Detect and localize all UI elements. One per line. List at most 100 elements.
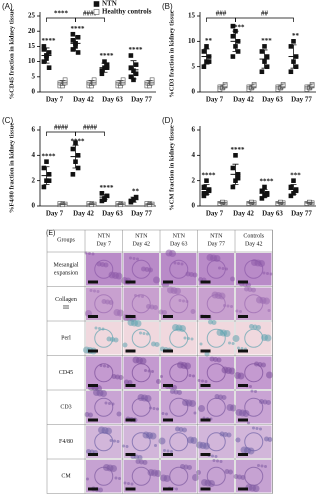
- glomerulus: [169, 432, 189, 452]
- sd-bar: [248, 201, 255, 204]
- tissue-texture: [117, 309, 124, 317]
- tissue-texture: [144, 369, 147, 372]
- data-point: [70, 38, 76, 43]
- x-tick-label: Day 7: [206, 210, 224, 218]
- histology-image: [161, 391, 197, 424]
- tissue-texture: [197, 379, 201, 382]
- tissue-texture: [174, 287, 181, 295]
- significance: ****: [42, 37, 57, 45]
- tissue-texture: [260, 464, 264, 468]
- tissue-texture: [139, 357, 147, 365]
- tissue-texture: [153, 276, 160, 284]
- bracket-label: ##: [261, 10, 269, 18]
- data-point: [41, 165, 47, 171]
- sd-bar: [101, 194, 108, 201]
- data-point: [230, 33, 236, 39]
- tissue-texture: [269, 272, 273, 276]
- tissue-texture: [183, 336, 187, 340]
- sd-bar: [88, 80, 95, 86]
- scale-bar: [200, 453, 211, 456]
- tissue-texture: [228, 341, 231, 345]
- tissue-texture: [214, 455, 218, 458]
- y-axis-label: %F4/80 fraction in kidney tissue: [8, 123, 15, 213]
- sd-bar: [306, 84, 313, 90]
- glomerulus: [206, 259, 226, 279]
- tissue-texture: [139, 331, 142, 335]
- column-header: Controls: [243, 233, 264, 239]
- bracket: [75, 17, 105, 22]
- tissue-texture: [235, 437, 241, 443]
- significance: ****: [71, 25, 86, 33]
- tissue-texture: [266, 400, 271, 405]
- glomerulus: [244, 432, 264, 452]
- tissue-texture: [216, 357, 222, 363]
- tissue-texture: [113, 337, 119, 343]
- scale-bar: [200, 315, 211, 318]
- histology-image: [236, 253, 272, 286]
- data-point: [251, 83, 257, 89]
- scale-bar: [88, 487, 98, 491]
- tissue-texture: [211, 454, 214, 458]
- scale-bar: [163, 418, 173, 422]
- tissue-texture: [225, 267, 228, 271]
- tissue-texture: [190, 437, 198, 444]
- data-point: [288, 69, 294, 75]
- column-header: NTN: [98, 233, 111, 239]
- x-tick-label: Day 77: [291, 96, 312, 104]
- y-tick-label: 15: [188, 12, 196, 20]
- glomerulus: [131, 466, 151, 486]
- sd-bar: [117, 80, 124, 86]
- tissue-texture: [188, 374, 192, 377]
- tissue-texture: [96, 290, 100, 293]
- tissue-texture: [103, 262, 109, 268]
- tissue-texture: [228, 367, 236, 375]
- tissue-texture: [240, 347, 244, 350]
- tissue-texture: [219, 460, 223, 463]
- data-point: [222, 83, 228, 89]
- glomerulus: [94, 294, 114, 314]
- tissue-texture: [221, 267, 225, 270]
- sd-bar: [146, 80, 153, 86]
- column-header: NTN: [173, 233, 186, 239]
- y-axis-label: %CM fraction in kidney tissue: [168, 125, 175, 211]
- y-tick-label: 4: [192, 151, 196, 159]
- data-point: [75, 50, 81, 55]
- scale-bar: [200, 384, 211, 387]
- data-point: [288, 44, 294, 49]
- scale-bar: [238, 418, 248, 422]
- tissue-texture: [267, 437, 273, 442]
- sd-bar: [219, 84, 226, 90]
- tissue-texture: [256, 325, 261, 330]
- sd-bar: [130, 196, 137, 203]
- data-point: [288, 184, 294, 190]
- y-axis-label: %CD3 fraction in kidney tissue: [168, 10, 175, 98]
- tissue-texture: [158, 437, 166, 445]
- tissue-texture: [118, 477, 121, 480]
- tissue-texture: [125, 445, 129, 448]
- tissue-texture: [237, 372, 245, 380]
- scale-bar: [200, 349, 211, 353]
- tissue-texture: [175, 487, 178, 491]
- data-point: [46, 65, 52, 70]
- tissue-texture: [254, 390, 257, 393]
- tissue-texture: [100, 390, 107, 397]
- tissue-texture: [89, 289, 93, 292]
- significance: ****: [231, 146, 246, 154]
- tissue-texture: [108, 402, 111, 405]
- data-point: [233, 153, 238, 158]
- tissue-texture: [264, 334, 272, 342]
- tissue-texture: [141, 295, 144, 298]
- glomerulus: [206, 466, 226, 486]
- tissue-texture: [116, 440, 120, 443]
- panel-label: (A): [2, 2, 13, 11]
- panel-label: (C): [2, 116, 13, 125]
- data-point: [230, 23, 236, 29]
- data-point: [73, 140, 78, 145]
- significance: ***: [290, 171, 301, 179]
- tissue-texture: [182, 427, 187, 433]
- glomerulus: [206, 294, 226, 314]
- y-tick-label: 6: [32, 126, 36, 134]
- tissue-texture: [103, 364, 106, 368]
- tissue-texture: [98, 327, 101, 330]
- x-tick-label: Day 63: [102, 96, 123, 104]
